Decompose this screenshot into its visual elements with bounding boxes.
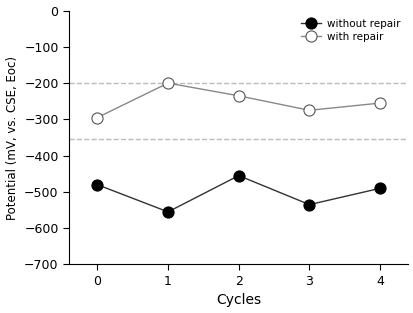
X-axis label: Cycles: Cycles [216,294,261,307]
Y-axis label: Potential (mV, vs. CSE, Eoc): Potential (mV, vs. CSE, Eoc) [5,55,19,219]
with repair [236,94,241,98]
without repair [377,187,382,190]
Line: without repair: without repair [92,170,385,218]
without repair [95,183,100,187]
without repair [306,203,311,207]
Line: with repair: with repair [92,78,385,123]
with repair [377,101,382,105]
without repair [165,210,170,214]
with repair [95,116,100,120]
without repair [236,174,241,177]
with repair [165,81,170,85]
Legend: without repair, with repair: without repair, with repair [297,16,402,45]
with repair [306,108,311,112]
